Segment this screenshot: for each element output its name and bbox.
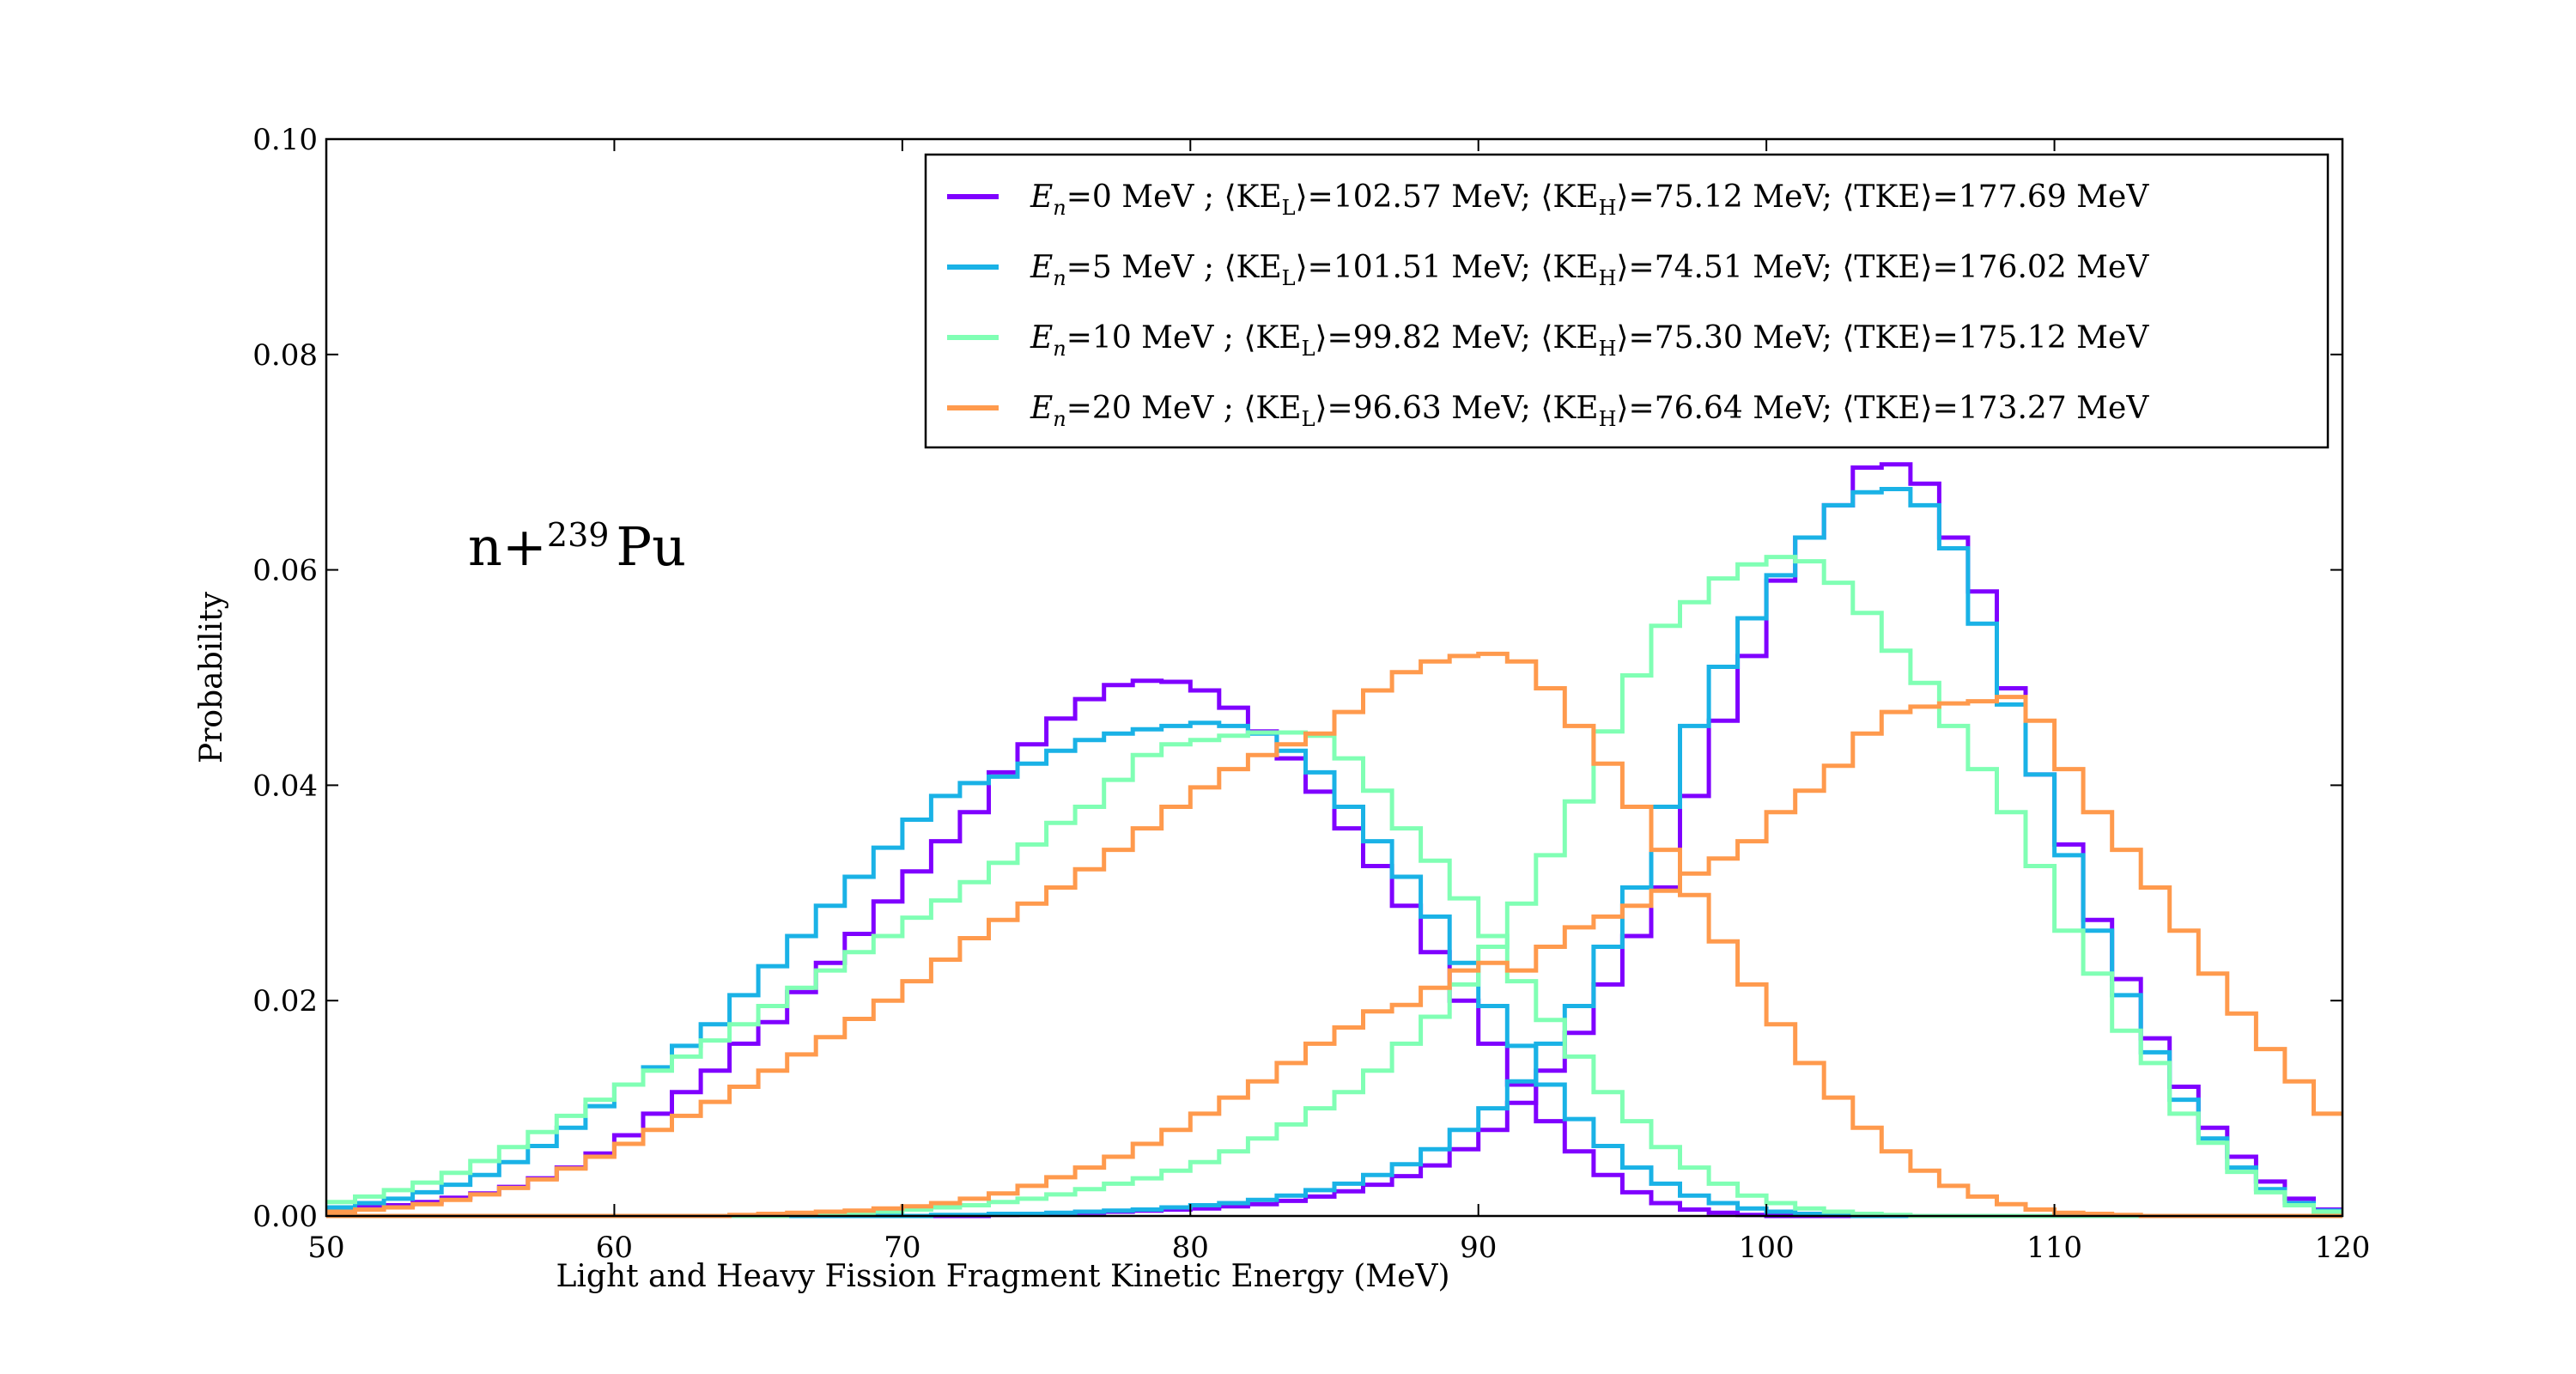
legend-entry-0: En=0 MeV ; ⟨KEL⟩=102.57 MeV; ⟨KEH⟩=75.12…: [1030, 179, 2149, 220]
series-3-heavy-line: [326, 695, 2342, 1219]
y-tick-label: 0.04: [252, 769, 318, 803]
legend-box: [924, 153, 2330, 449]
annotation-element: Pu: [616, 515, 686, 578]
y-tick-label: 0.06: [252, 554, 318, 588]
legend-entry-1: En=5 MeV ; ⟨KEL⟩=101.51 MeV; ⟨KEH⟩=74.51…: [1030, 250, 2149, 290]
x-axis-title: Light and Heavy Fission Fragment Kinetic…: [556, 1259, 1449, 1294]
reaction-annotation: n+239 Pu: [468, 515, 686, 578]
x-tick-label: 80: [1172, 1231, 1209, 1265]
x-tick-label: 60: [596, 1231, 633, 1265]
plot-frame: [325, 137, 2344, 1218]
legend-entry-2: En=10 MeV ; ⟨KEL⟩=99.82 MeV; ⟨KEH⟩=75.30…: [1030, 320, 2149, 361]
x-tick-label: 50: [307, 1231, 344, 1265]
annotation-base: n+: [468, 515, 547, 578]
x-tick-label: 120: [2315, 1231, 2371, 1265]
ticks-layer: 50 60 70 80 90 100 110 120 0.00 0.02 0.04 0.06 0.08 0…: [252, 123, 2370, 1265]
y-tick-label: 0.02: [252, 984, 318, 1018]
legend-entry-3: En=20 MeV ; ⟨KEL⟩=96.63 MeV; ⟨KEH⟩=76.64…: [1030, 391, 2149, 431]
x-tick-label: 70: [884, 1231, 920, 1265]
series-3-light-line: [326, 651, 2342, 1219]
x-tick-label: 100: [1739, 1231, 1795, 1265]
x-tick-label: 90: [1460, 1231, 1497, 1265]
series-2-light-line: [326, 730, 2342, 1219]
annotation-mass-number: 239: [547, 516, 610, 554]
legend: En=0 MeV ; ⟨KEL⟩=102.57 MeV; ⟨KEH⟩=75.12…: [924, 153, 2330, 449]
y-tick-label: 0.00: [252, 1200, 318, 1234]
x-tick-label: 110: [2026, 1231, 2082, 1265]
y-axis-title: Probability: [194, 591, 229, 763]
series-2-heavy-line: [326, 555, 2342, 1219]
series-0-light-line: [326, 678, 2342, 1219]
y-tick-label: 0.08: [252, 338, 318, 373]
y-tick-label: 0.10: [252, 123, 318, 157]
